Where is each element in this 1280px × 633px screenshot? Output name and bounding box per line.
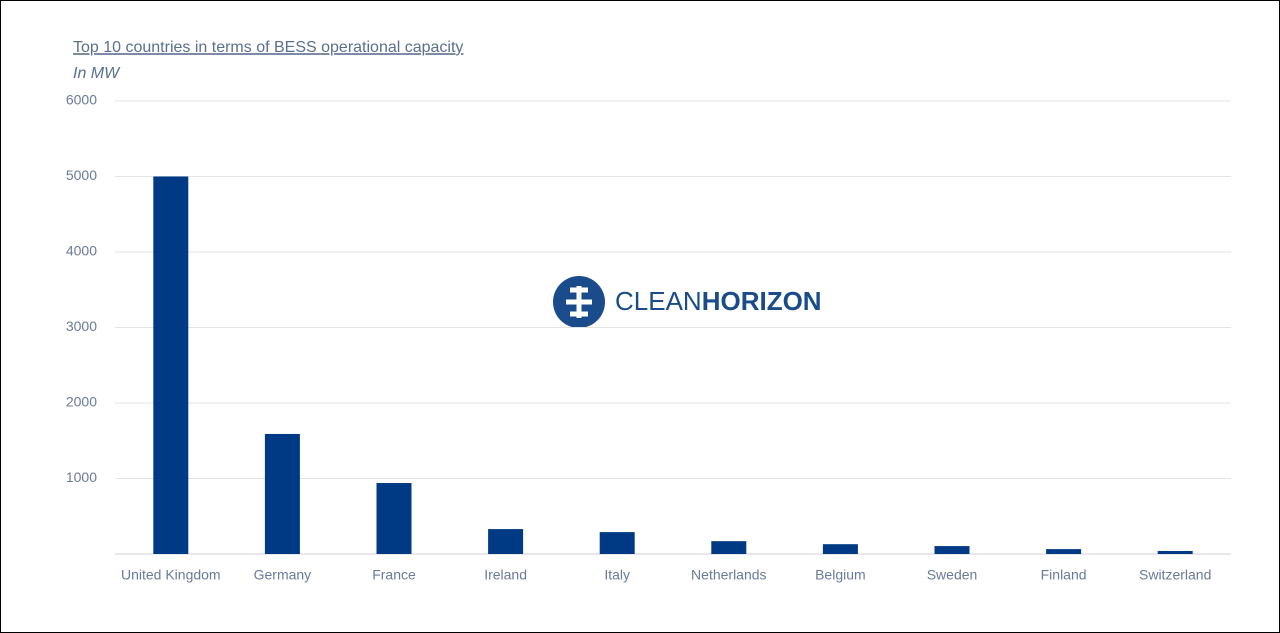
bar [934, 546, 970, 554]
y-tick-label: 1000 [66, 469, 97, 485]
x-tick-label: France [372, 567, 416, 583]
chart-title: Top 10 countries in terms of BESS operat… [73, 39, 463, 56]
logo-icon [566, 286, 592, 318]
y-tick-label: 5000 [66, 167, 97, 183]
bar [488, 529, 524, 554]
y-tick-label: 3000 [66, 318, 97, 334]
x-tick-label: United Kingdom [121, 567, 221, 583]
bar [1157, 550, 1193, 554]
bar [822, 544, 858, 554]
x-tick-label: Ireland [484, 567, 527, 583]
x-tick-label: Belgium [815, 567, 866, 583]
watermark-part: CLEAN [615, 286, 702, 316]
watermark-text: CLEANHORIZON [615, 286, 822, 316]
watermark-part: HORIZON [702, 286, 822, 316]
y-tick-label: 2000 [66, 394, 97, 410]
bar [599, 532, 635, 554]
bar [153, 176, 189, 554]
x-tick-label: Netherlands [691, 567, 767, 583]
x-tick-label: Italy [604, 567, 630, 583]
watermark: CLEANHORIZON [553, 276, 822, 328]
y-tick-label: 6000 [66, 92, 97, 108]
bar [711, 541, 747, 554]
y-tick-label: 4000 [66, 243, 97, 259]
chart-subtitle: In MW [73, 65, 121, 82]
bar [1046, 549, 1082, 554]
x-tick-label: Germany [254, 567, 312, 583]
bar [264, 433, 300, 554]
x-tick-label: Sweden [927, 567, 978, 583]
x-tick-label: Finland [1041, 567, 1087, 583]
bar [376, 483, 412, 554]
x-tick-label: Switzerland [1139, 567, 1211, 583]
